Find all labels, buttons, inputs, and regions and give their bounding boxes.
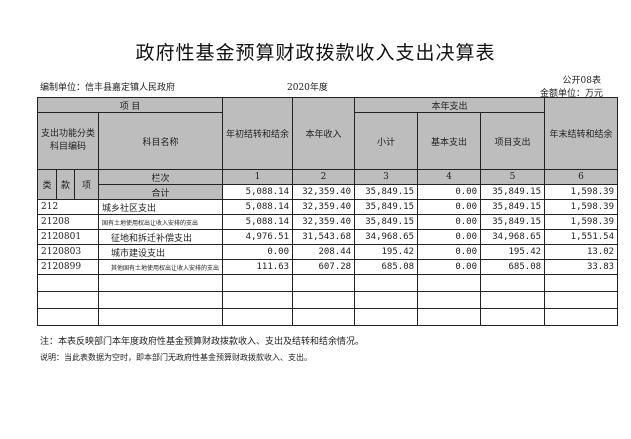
row-code: 2120801 — [37, 229, 99, 245]
row-value: 31,543.68 — [292, 229, 356, 245]
header-expense: 本年支出 — [354, 97, 546, 113]
table-row: 2120801 征地和拆迁补偿支出 4,976.51 31,543.68 34,968.… — [37, 229, 619, 245]
total-value: 5,088.14 — [222, 184, 294, 200]
table-row: 21208 国有土地使用权出让收入安排的支出 5,088.14 32,359.40 35… — [37, 214, 619, 230]
row-value: 5,088.14 — [222, 214, 294, 230]
row-value: 0.00 — [222, 244, 294, 260]
row-value: 0.00 — [417, 244, 482, 260]
row-value: 0.00 — [417, 229, 482, 245]
compiling-unit: 编制单位：信丰县嘉定镇人民政府 — [40, 83, 176, 93]
table-row: 212 城乡社区支出 5,088.14 32,359.40 35,849.15 0.00 3… — [37, 199, 619, 215]
row-value: 0.00 — [417, 259, 482, 275]
header-kuan: 款 — [56, 169, 75, 200]
row-value: 32,359.40 — [292, 199, 356, 215]
header-xiang: 项 — [74, 169, 99, 200]
row-value: 208.44 — [292, 244, 356, 260]
row-value: 0.00 — [417, 214, 482, 230]
header-func-code: 支出功能分类科目编码 — [37, 112, 99, 170]
row-value: 35,849.15 — [480, 214, 546, 230]
row-value: 33.83 — [544, 259, 619, 275]
table-row: 2120803 城市建设支出 0.00 208.44 195.42 0.00 195.42 1… — [37, 244, 619, 260]
row-value: 685.08 — [354, 259, 419, 275]
row-value: 1,551.54 — [544, 229, 619, 245]
budget-table: 项 目 年初结转和结余 本年收入 本年支出 年末结转和结余 支出功能分类科目编码… — [36, 97, 619, 326]
header-lei: 类 — [37, 169, 57, 200]
row-value: 195.42 — [354, 244, 419, 260]
header-name: 科目名称 — [97, 112, 224, 170]
total-value: 32,359.40 — [292, 184, 356, 200]
row-value: 35,849.15 — [354, 199, 419, 215]
row-code: 2120803 — [37, 244, 99, 260]
col-num: 5 — [480, 169, 546, 185]
total-value: 1,598.39 — [544, 184, 619, 200]
header-col-row: 栏次 — [97, 169, 224, 185]
row-code: 212 — [37, 199, 99, 215]
row-code: 21208 — [37, 214, 99, 230]
header-subtotal: 小计 — [354, 112, 419, 170]
row-value: 1,598.39 — [544, 199, 619, 215]
total-value: 35,849.15 — [480, 184, 546, 200]
col-num: 2 — [292, 169, 356, 185]
empty-row — [37, 291, 619, 309]
row-value: 34,968.65 — [480, 229, 546, 245]
row-value: 0.00 — [417, 199, 482, 215]
total-row: 合计 5,088.14 32,359.40 35,849.15 0.00 35,… — [38, 184, 619, 200]
row-name: 城市建设支出 — [97, 244, 224, 260]
header-item: 项 目 — [36, 97, 224, 113]
row-value: 5,088.14 — [222, 199, 294, 215]
page-title: 政府性基金预算财政拨款收入支出决算表 — [135, 42, 496, 64]
row-code: 2120899 — [37, 259, 99, 275]
row-value: 32,359.40 — [292, 214, 356, 230]
empty-row — [37, 274, 619, 292]
total-value: 35,849.15 — [354, 184, 419, 200]
row-value: 195.42 — [480, 244, 546, 260]
note: 注：本表反映部门本年度政府性基金预算财政拨款收入、支出及结转和结余情况。 — [40, 337, 365, 347]
header-basic: 基本支出 — [417, 112, 482, 170]
row-value: 13.02 — [544, 244, 619, 260]
row-value: 111.63 — [222, 259, 294, 275]
row-value: 35,849.15 — [480, 199, 546, 215]
header-begin: 年初结转和结余 — [222, 97, 294, 170]
row-name: 其他国有土地使用权出让收入安排的支出 — [97, 259, 224, 275]
col-num: 6 — [544, 169, 619, 185]
header-end: 年末结转和结余 — [544, 97, 619, 170]
col-num: 1 — [222, 169, 294, 185]
row-name: 国有土地使用权出让收入安排的支出 — [97, 214, 224, 230]
header-income: 本年收入 — [292, 97, 356, 170]
total-value: 0.00 — [417, 184, 482, 200]
explanation: 说明：当此表数据为空时，即本部门无政府性基金预算财政拨款收入、支出。 — [40, 353, 312, 362]
row-value: 35,849.15 — [354, 214, 419, 230]
col-num: 4 — [417, 169, 482, 185]
total-label: 合计 — [97, 184, 224, 200]
row-name: 城乡社区支出 — [97, 199, 224, 215]
empty-row — [37, 308, 619, 326]
header-project: 项目支出 — [480, 112, 546, 170]
table-number: 公开08表 — [562, 76, 601, 86]
row-value: 1,598.39 — [544, 214, 619, 230]
row-value: 607.28 — [292, 259, 356, 275]
row-value: 685.08 — [480, 259, 546, 275]
currency-unit: 金额单位：万元 — [539, 89, 603, 99]
row-value: 34,968.65 — [354, 229, 419, 245]
fiscal-year: 2020年度 — [287, 83, 328, 93]
row-value: 4,976.51 — [222, 229, 294, 245]
row-name: 征地和拆迁补偿支出 — [97, 229, 224, 245]
table-row: 2120899 其他国有土地使用权出让收入安排的支出 111.63 607.28 685… — [37, 259, 619, 275]
col-num: 3 — [354, 169, 419, 185]
